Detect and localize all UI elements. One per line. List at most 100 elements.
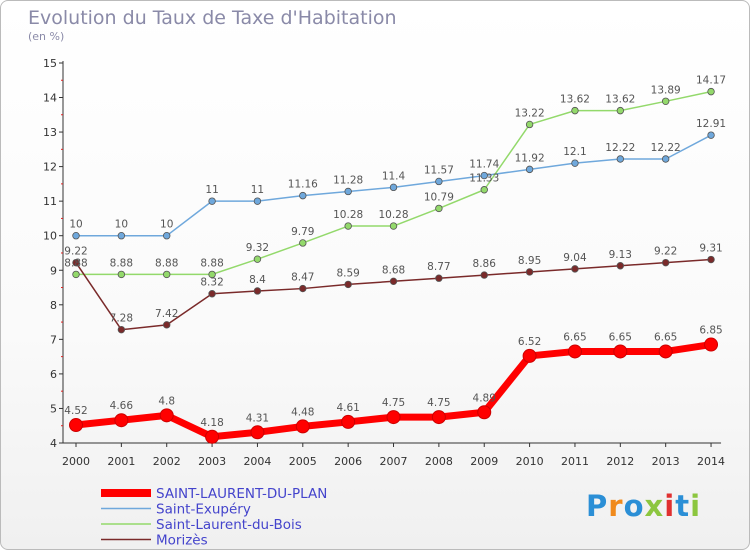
data-label: 12.1 bbox=[563, 146, 586, 158]
data-label: 8.32 bbox=[200, 277, 223, 289]
data-point bbox=[704, 337, 719, 352]
y-tick-label: 5 bbox=[50, 402, 57, 415]
data-point bbox=[431, 410, 446, 425]
x-tick-label: 2004 bbox=[243, 455, 271, 468]
data-label: 12.91 bbox=[696, 118, 726, 130]
data-label: 10.79 bbox=[424, 191, 454, 203]
proxiti-logo: Proxiti bbox=[586, 489, 701, 523]
data-label: 10 bbox=[115, 219, 128, 231]
data-point bbox=[480, 271, 488, 279]
data-point bbox=[525, 165, 534, 174]
data-label: 8.68 bbox=[382, 264, 405, 276]
data-label: 6.65 bbox=[654, 331, 677, 343]
data-label: 9.31 bbox=[699, 243, 722, 255]
y-tick-label: 10 bbox=[43, 230, 57, 243]
data-point bbox=[253, 287, 262, 295]
x-tick-label: 2010 bbox=[516, 455, 544, 468]
series-points bbox=[69, 87, 719, 444]
x-tick-label: 2014 bbox=[697, 455, 725, 468]
data-point bbox=[525, 120, 534, 129]
data-label: 8.88 bbox=[155, 257, 178, 269]
data-point bbox=[114, 413, 129, 428]
data-label: 8.47 bbox=[291, 272, 314, 284]
x-tick-label: 2011 bbox=[561, 455, 589, 468]
data-label: 11.74 bbox=[469, 159, 499, 171]
data-point bbox=[117, 325, 126, 334]
data-label: 9.04 bbox=[563, 252, 587, 264]
data-label: 6.85 bbox=[699, 325, 722, 337]
data-point bbox=[435, 274, 443, 282]
unit-label: (en %) bbox=[28, 30, 65, 43]
y-tick-label: 7 bbox=[50, 333, 57, 346]
data-point bbox=[69, 418, 83, 433]
data-point bbox=[616, 262, 625, 270]
y-tick-label: 12 bbox=[43, 161, 57, 174]
axes: 4 5 6 7 8 9 10 11 12 13 14 15 2000 2001 2002 2003 2004 20… bbox=[43, 57, 725, 468]
data-label: 8.95 bbox=[518, 255, 541, 267]
data-point bbox=[208, 290, 216, 298]
data-point bbox=[163, 270, 171, 279]
data-label: 13.22 bbox=[515, 107, 545, 119]
data-point bbox=[159, 408, 174, 423]
data-label: 6.52 bbox=[518, 336, 541, 348]
x-tick-label: 2013 bbox=[652, 455, 680, 468]
data-point bbox=[117, 270, 126, 279]
data-label: 6.65 bbox=[563, 331, 586, 343]
data-label: 4.52 bbox=[64, 405, 87, 417]
data-point bbox=[253, 197, 262, 205]
x-tick-label: 2001 bbox=[107, 455, 135, 468]
data-label: 9.22 bbox=[64, 246, 87, 258]
data-label: 4.75 bbox=[382, 397, 405, 409]
data-label: 8.77 bbox=[427, 261, 450, 273]
x-tick-label: 2009 bbox=[470, 455, 498, 468]
data-label: 4.89 bbox=[473, 392, 496, 404]
data-label: 7.42 bbox=[155, 308, 178, 320]
data-point bbox=[616, 155, 625, 163]
data-label: 13.62 bbox=[560, 94, 590, 106]
data-label: 11.57 bbox=[424, 164, 454, 176]
y-tick-label: 6 bbox=[50, 368, 57, 381]
x-tick-label: 2008 bbox=[425, 455, 453, 468]
data-label: 4.66 bbox=[110, 400, 134, 412]
data-point bbox=[571, 106, 579, 115]
data-point bbox=[707, 255, 715, 264]
series-line-2 bbox=[76, 90, 712, 276]
x-tick-label: 2000 bbox=[62, 455, 90, 468]
data-label: 10 bbox=[160, 219, 173, 231]
data-label: 11 bbox=[251, 184, 264, 196]
data-point bbox=[707, 131, 715, 139]
data-label: 8.59 bbox=[336, 267, 359, 279]
data-point bbox=[658, 344, 673, 359]
y-tick-label: 8 bbox=[50, 299, 57, 312]
x-tick-label: 2002 bbox=[153, 455, 181, 468]
data-point bbox=[117, 231, 126, 240]
x-tick-label: 2005 bbox=[289, 455, 317, 468]
data-label: 4.18 bbox=[200, 417, 223, 429]
data-label: 10 bbox=[69, 219, 82, 231]
logo-letter: i bbox=[664, 489, 676, 523]
data-point bbox=[571, 265, 579, 273]
data-label: 9.79 bbox=[291, 226, 314, 238]
data-point bbox=[250, 425, 265, 440]
data-label: 11.92 bbox=[515, 152, 545, 164]
data-point bbox=[344, 222, 352, 230]
data-label: 10.28 bbox=[333, 209, 363, 221]
data-point bbox=[344, 187, 352, 196]
y-tick-label: 15 bbox=[43, 57, 57, 70]
data-point bbox=[477, 405, 492, 420]
data-point bbox=[389, 222, 398, 230]
data-point bbox=[389, 183, 398, 192]
data-point bbox=[253, 255, 262, 263]
data-label: 10.28 bbox=[378, 209, 408, 221]
data-label: 9.13 bbox=[609, 249, 632, 261]
x-tick-label: 2006 bbox=[334, 455, 362, 468]
y-tick-label: 13 bbox=[43, 126, 57, 139]
data-point bbox=[72, 258, 80, 267]
data-point bbox=[344, 280, 352, 289]
data-label: 4.61 bbox=[336, 402, 359, 414]
data-point bbox=[567, 344, 582, 359]
logo-letter: i bbox=[690, 489, 702, 523]
data-point bbox=[163, 231, 171, 240]
logo-letter: r bbox=[608, 489, 624, 523]
